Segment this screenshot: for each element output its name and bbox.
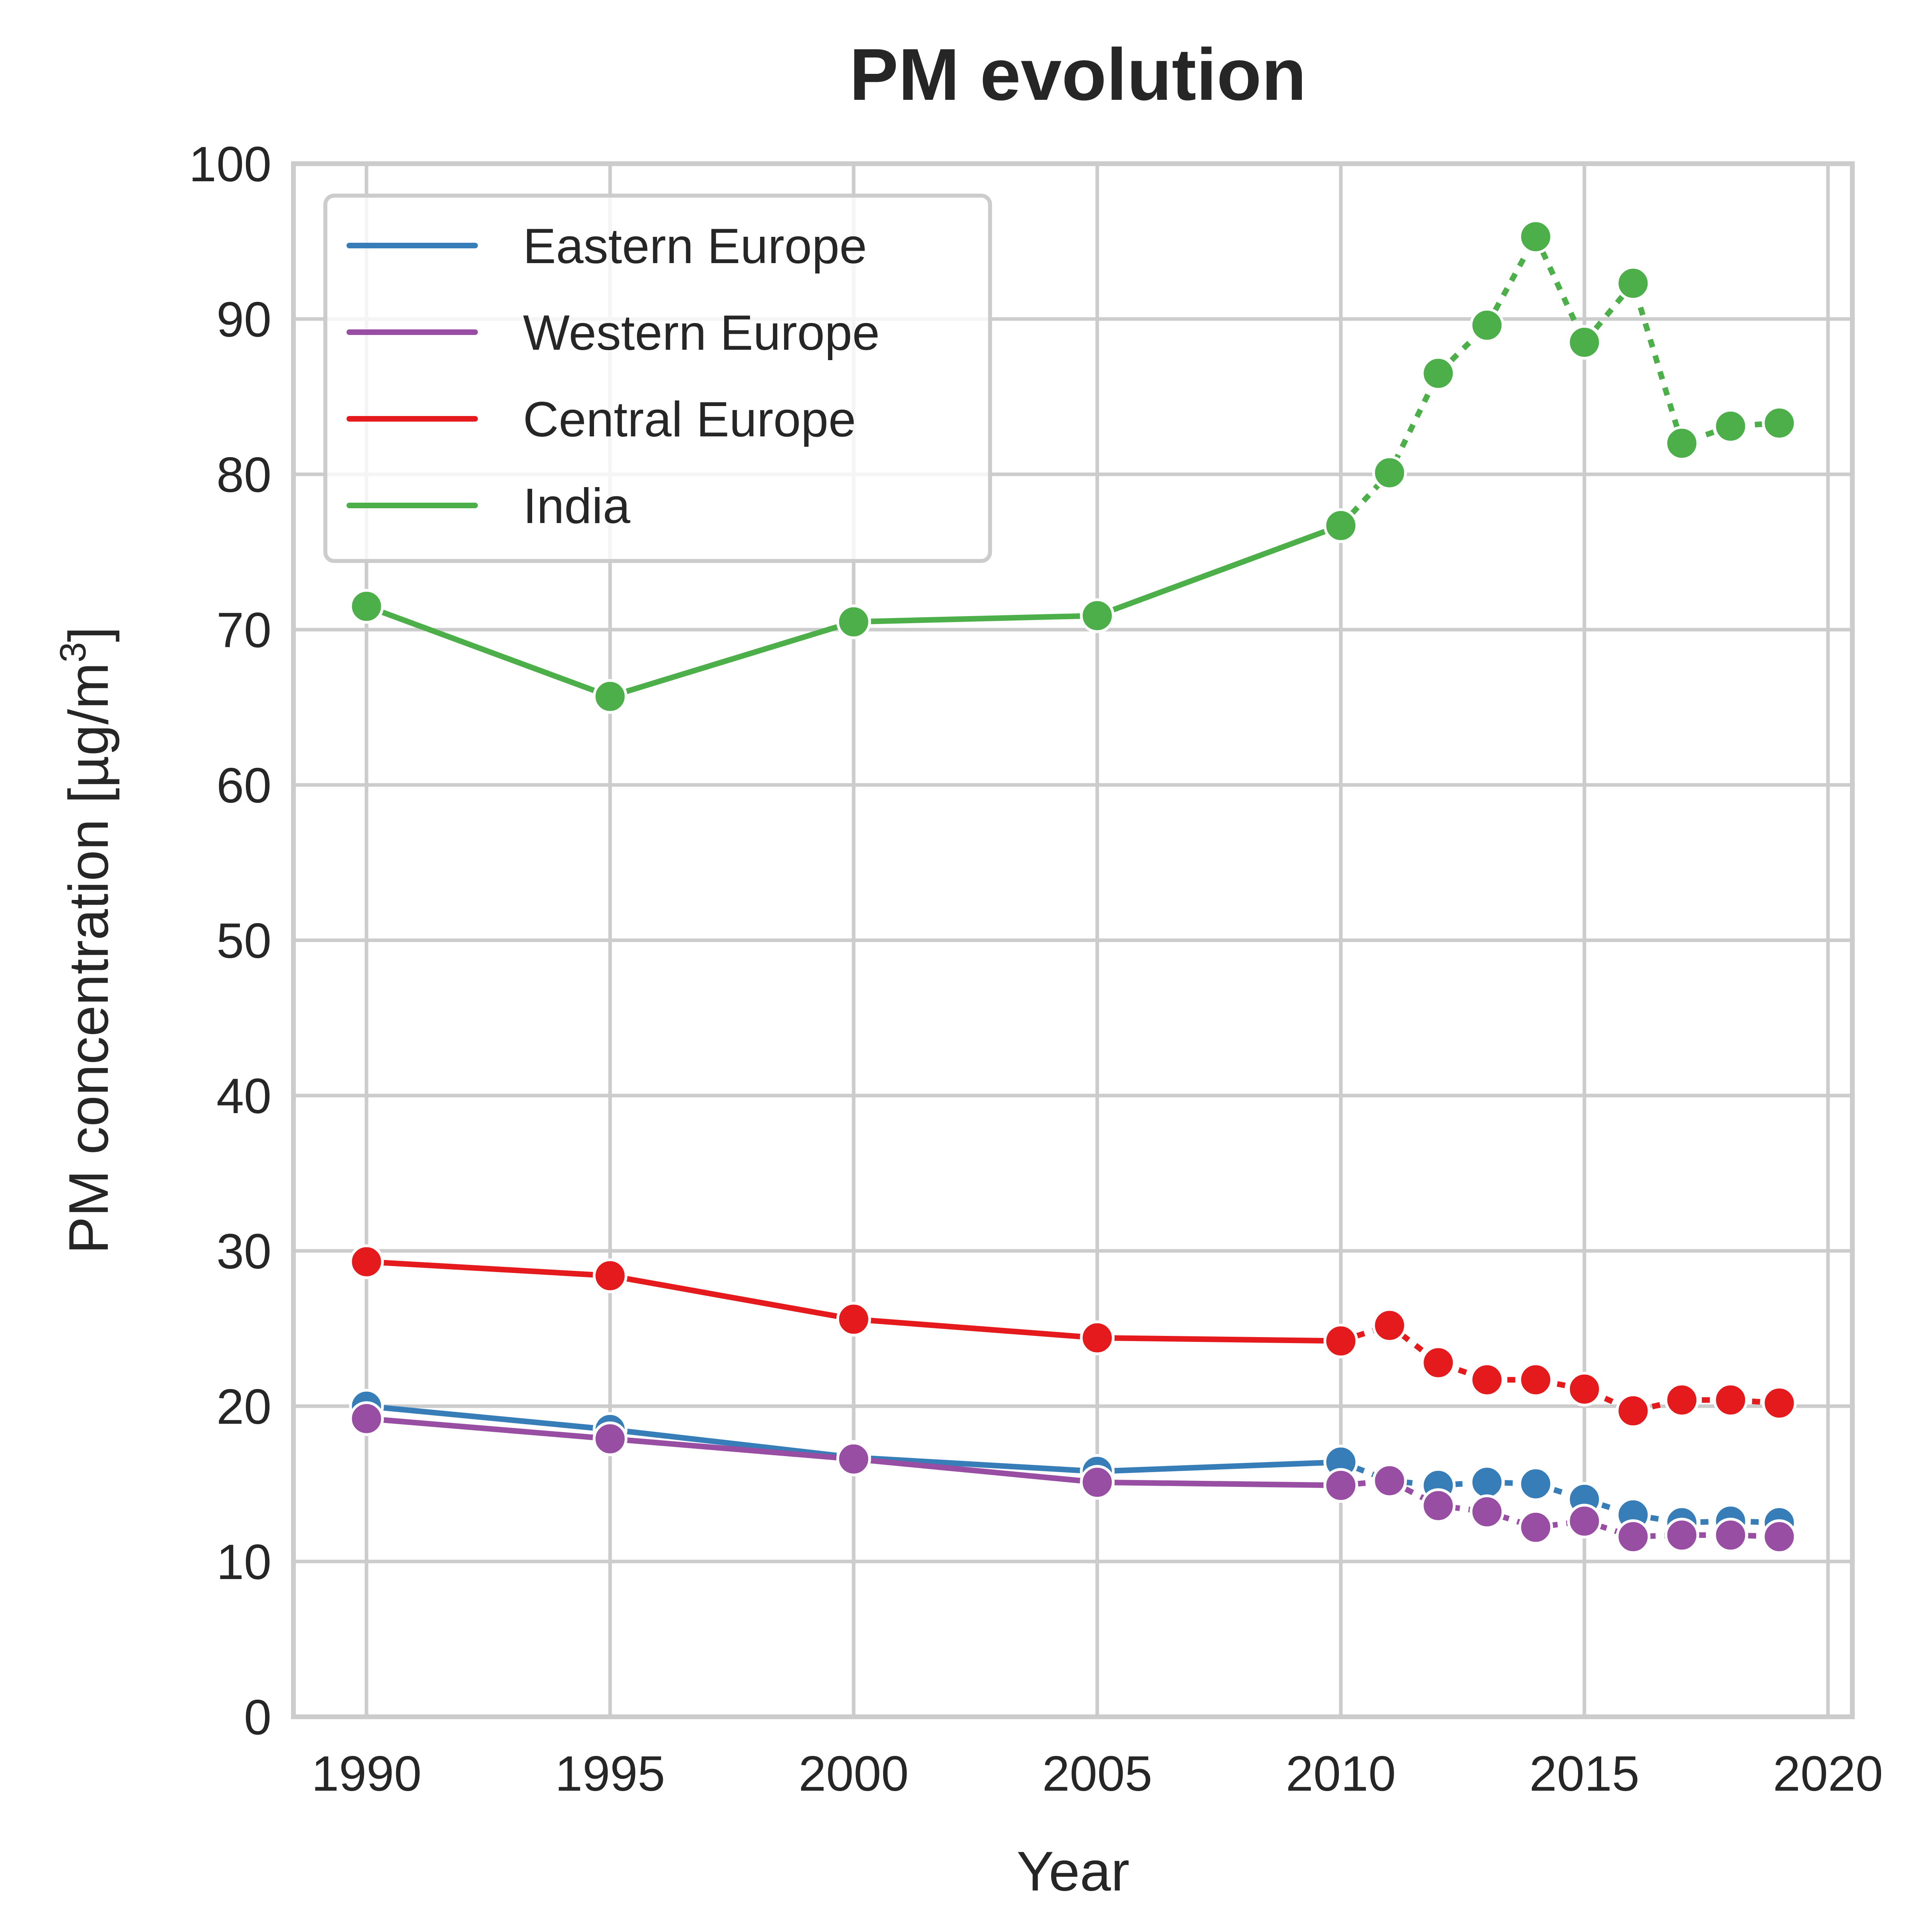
data-point: [1616, 1519, 1651, 1554]
y-tick-label: 40: [216, 1069, 271, 1124]
data-point: [592, 1421, 628, 1456]
data-point: [592, 1258, 628, 1293]
data-point: [1469, 1362, 1505, 1397]
data-point: [1762, 1385, 1797, 1421]
data-point: [1372, 1308, 1407, 1343]
data-point: [1616, 1393, 1651, 1429]
series-line-dotted: [1340, 1459, 1780, 1526]
data-point: [1713, 1382, 1748, 1417]
x-tick-label: 2010: [1286, 1746, 1396, 1801]
data-point: [1080, 1320, 1115, 1355]
x-axis-ticks: 1990 1995 2000 2005 2010 2015 2020: [311, 1746, 1883, 1801]
y-tick-label: 10: [216, 1535, 271, 1590]
y-axis-label-close: ]: [57, 626, 120, 642]
x-axis-label: Year: [1017, 1840, 1130, 1902]
legend: Eastern Europe Western Europe Central Euro…: [323, 194, 992, 563]
legend-label: Central Europe: [523, 392, 856, 447]
data-point: [349, 1401, 384, 1436]
data-point: [349, 1244, 384, 1279]
series-line-dotted: [1339, 234, 1780, 528]
data-point: [1664, 426, 1699, 461]
data-point: [1567, 1504, 1602, 1539]
data-point: [1323, 1468, 1359, 1503]
data-point: [1518, 1510, 1553, 1545]
data-point: [1080, 1465, 1115, 1500]
y-tick-label: 80: [216, 448, 271, 503]
series-western-europe: [349, 1401, 1797, 1554]
legend-label: Western Europe: [523, 305, 880, 361]
legend-label: Eastern Europe: [523, 219, 867, 274]
y-tick-label: 60: [216, 758, 271, 813]
data-point: [1567, 1371, 1602, 1407]
data-point: [592, 679, 628, 714]
x-tick-label: 2015: [1529, 1746, 1640, 1801]
series-line-dotted: [1340, 1322, 1780, 1414]
data-point: [1518, 1466, 1553, 1501]
y-tick-label: 0: [244, 1690, 271, 1745]
legend-label: India: [523, 479, 630, 534]
data-point: [1518, 1362, 1553, 1397]
x-tick-label: 2020: [1773, 1746, 1883, 1801]
data-point: [1469, 1465, 1505, 1500]
data-point: [1762, 406, 1797, 441]
y-tick-label: 100: [189, 137, 271, 192]
data-point: [836, 1302, 871, 1337]
chart-title: PM evolution: [850, 33, 1307, 115]
x-tick-label: 2005: [1042, 1746, 1153, 1801]
data-point: [349, 589, 384, 624]
y-tick-label: 50: [216, 913, 271, 969]
y-axis-label-text: PM concentration [µg/m: [57, 662, 120, 1254]
series-india: [349, 219, 1797, 714]
data-point: [1762, 1519, 1797, 1554]
data-point: [1372, 1463, 1407, 1498]
legend-box: [323, 194, 992, 563]
y-tick-label: 70: [216, 603, 271, 658]
data-point: [1518, 219, 1553, 254]
data-point: [1469, 308, 1505, 343]
legend-items: Eastern Europe Western Europe Central Euro…: [347, 219, 880, 534]
data-point: [1664, 1518, 1699, 1553]
y-axis-label: PM concentration [µg/m3]: [53, 626, 120, 1254]
y-tick-label: 20: [216, 1379, 271, 1435]
data-point: [836, 1441, 871, 1476]
data-point: [1664, 1382, 1699, 1417]
data-point: [1080, 598, 1115, 633]
x-tick-label: 1995: [555, 1746, 665, 1801]
y-tick-label: 90: [216, 292, 271, 347]
data-point: [1616, 266, 1651, 301]
series: [349, 219, 1797, 1554]
data-point: [1421, 1345, 1456, 1380]
series-central-europe: [349, 1244, 1797, 1429]
data-point: [836, 604, 871, 640]
y-axis-label-superscript: 3: [53, 642, 93, 662]
data-point: [1421, 1488, 1456, 1523]
data-point: [1567, 325, 1602, 360]
x-tick-label: 2000: [798, 1746, 909, 1801]
x-tick-label: 1990: [311, 1746, 422, 1801]
data-point: [1372, 455, 1407, 490]
data-point: [1713, 1518, 1748, 1553]
plot-frame: [291, 161, 1855, 1719]
data-point: [1421, 356, 1456, 391]
data-point: [1323, 1324, 1359, 1359]
data-point: [1713, 408, 1748, 444]
data-point: [1469, 1494, 1505, 1530]
y-tick-label: 30: [216, 1224, 271, 1279]
y-axis-ticks: 0 10 20 30 40 50 60 70 80 90 100: [189, 137, 271, 1745]
data-point: [1323, 508, 1359, 543]
